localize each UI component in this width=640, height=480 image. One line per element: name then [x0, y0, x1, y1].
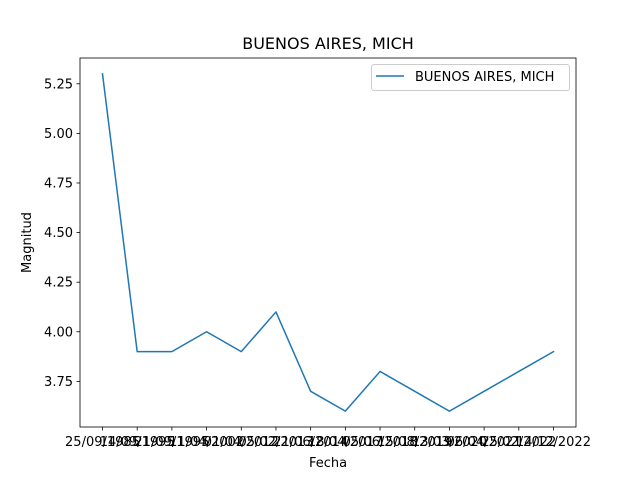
- x-tick-label: 05/02/2013: [238, 435, 313, 450]
- data-point: [136, 351, 138, 353]
- x-tick-label: 15/08/2019: [377, 435, 452, 450]
- data-point: [518, 371, 520, 373]
- chart-title: BUENOS AIRES, MICH: [242, 34, 414, 53]
- legend-box: [371, 64, 570, 91]
- plot-frame: [79, 57, 577, 428]
- data-point: [102, 73, 104, 75]
- y-tick-label: 5.00: [44, 127, 73, 142]
- x-tick-label: 11/04/2002: [169, 435, 244, 450]
- data-point: [379, 371, 381, 373]
- data-point: [483, 390, 485, 392]
- series-line: [101, 73, 555, 412]
- data-point: [553, 351, 555, 353]
- x-tick-label: 21/09/1995: [134, 435, 209, 450]
- x-tick-label: 14/09/1995: [100, 435, 175, 450]
- x-tick-label: 14/12/2022: [516, 435, 591, 450]
- y-tick-label: 4.75: [44, 176, 73, 191]
- y-tick-label: 4.50: [44, 226, 73, 241]
- y-tick-label: 5.25: [44, 77, 73, 92]
- y-axis-label: Magnitud: [20, 212, 35, 273]
- data-point: [449, 410, 451, 412]
- ticks: 3.754.004.254.504.755.005.2525/09/198514…: [44, 77, 591, 450]
- data-point: [345, 410, 347, 412]
- legend: BUENOS AIRES, MICH: [371, 64, 570, 91]
- data-point: [171, 351, 173, 353]
- data-point: [240, 351, 242, 353]
- data-point: [275, 311, 277, 313]
- x-tick-label: 01/04/2012: [204, 435, 279, 450]
- series-layer: [101, 73, 555, 412]
- x-axis-label: Fecha: [309, 456, 347, 471]
- x-tick-label: 13/03/2020: [412, 435, 487, 450]
- x-tick-label: 06/04/2021: [447, 435, 522, 450]
- x-tick-label: 25/09/1985: [65, 435, 140, 450]
- x-tick-label: 25/02/2022: [481, 435, 556, 450]
- x-tick-label: 05/06/2018: [343, 435, 418, 450]
- x-tick-label: 18/04/2017: [308, 435, 383, 450]
- data-point: [310, 390, 312, 392]
- y-tick-label: 4.00: [44, 325, 73, 340]
- data-point: [414, 390, 416, 392]
- y-tick-label: 4.25: [44, 276, 73, 291]
- axes: [79, 57, 577, 428]
- data-point: [206, 331, 208, 333]
- y-tick-label: 3.75: [44, 375, 73, 390]
- legend-label: BUENOS AIRES, MICH: [415, 70, 554, 85]
- x-tick-label: 21/06/2014: [273, 435, 348, 450]
